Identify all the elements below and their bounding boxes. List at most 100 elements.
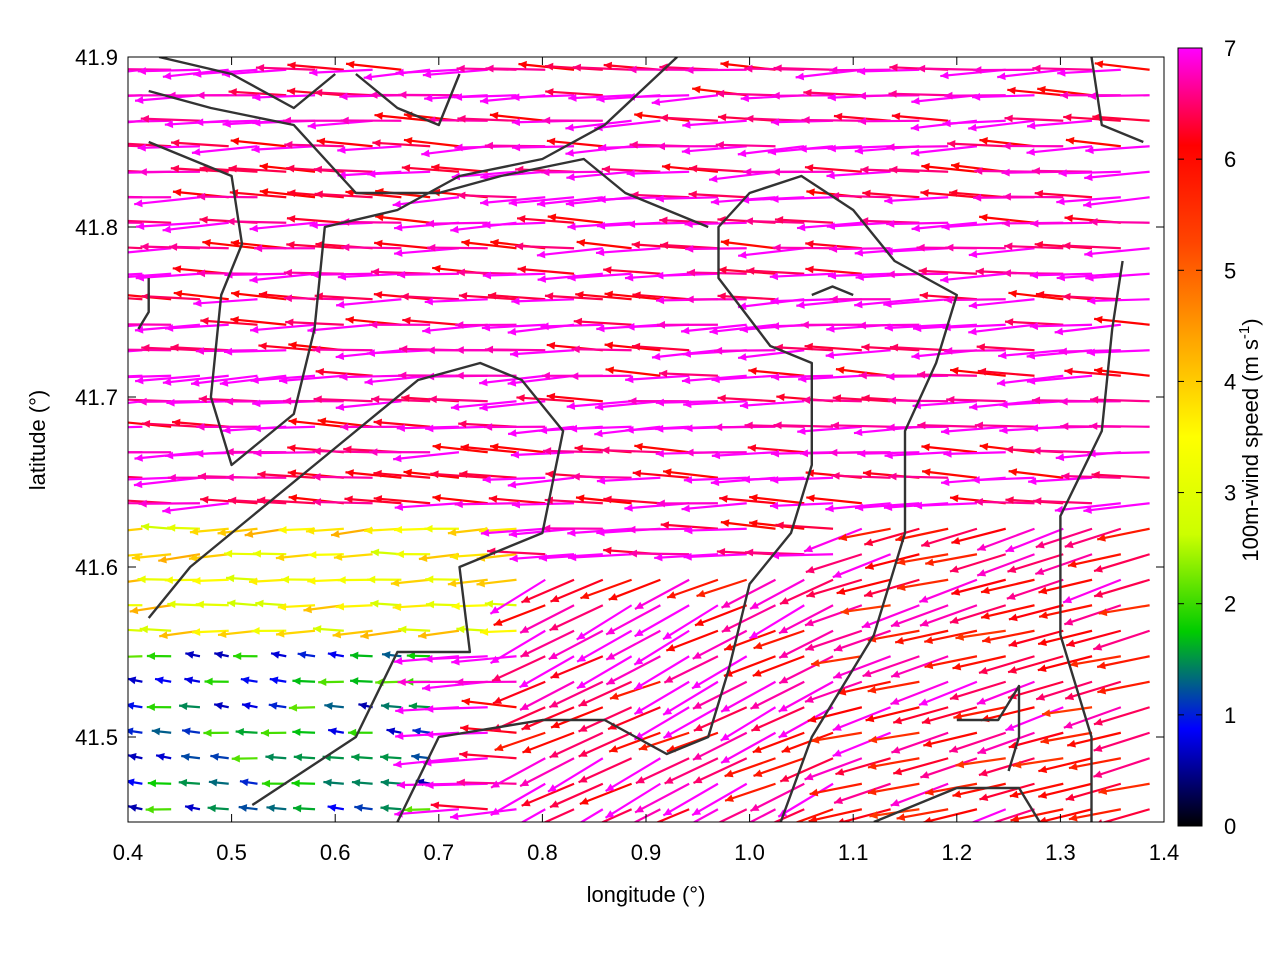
wind-vector bbox=[748, 369, 805, 377]
wind-arrowhead bbox=[829, 448, 838, 457]
wind-vector bbox=[884, 323, 949, 330]
wind-vector bbox=[632, 808, 661, 822]
wind-arrowhead bbox=[217, 528, 227, 537]
wind-vector bbox=[719, 497, 776, 505]
wind-vector bbox=[373, 497, 431, 505]
wind-arrowhead bbox=[195, 118, 204, 127]
wind-vector bbox=[779, 578, 834, 606]
wind-arrowhead bbox=[481, 323, 491, 332]
wind-arrowhead bbox=[136, 222, 145, 231]
wind-vector bbox=[1040, 731, 1093, 744]
wind-vector bbox=[971, 476, 1035, 482]
wind-vector bbox=[770, 196, 834, 201]
wind-arrowhead bbox=[480, 528, 490, 537]
wind-vector bbox=[770, 374, 834, 379]
wind-arrowhead bbox=[770, 449, 780, 458]
wind-vector bbox=[891, 731, 949, 754]
wind-arrowhead bbox=[684, 220, 693, 229]
wind-arrowhead bbox=[1097, 686, 1107, 695]
wind-arrowhead bbox=[372, 139, 381, 148]
wind-vector bbox=[925, 553, 978, 565]
wind-arrowhead bbox=[854, 503, 864, 512]
wind-arrowhead bbox=[576, 680, 586, 689]
wind-arrowhead bbox=[981, 586, 990, 595]
wind-arrowhead bbox=[923, 816, 932, 822]
wind-arrowhead bbox=[1012, 760, 1022, 769]
wind-vector bbox=[576, 655, 633, 690]
x-axis: 0.4 0.5 0.6 0.7 0.8 0.9 1.0 1.1 1.2 1.3 1.4 bbox=[113, 57, 1179, 865]
wind-vector bbox=[286, 243, 344, 250]
wind-vector bbox=[998, 349, 1064, 358]
wind-vector bbox=[490, 782, 546, 817]
wind-vector bbox=[634, 444, 690, 454]
wind-vector bbox=[627, 527, 690, 531]
wind-arrowhead bbox=[424, 94, 433, 103]
wind-arrowhead bbox=[79, 94, 87, 102]
colorbar-tick-label: 1 bbox=[1224, 703, 1236, 728]
wind-arrowhead bbox=[685, 448, 694, 457]
wind-vector bbox=[128, 68, 143, 73]
wind-arrowhead bbox=[744, 64, 753, 73]
wind-vector bbox=[810, 655, 863, 666]
wind-arrowhead bbox=[867, 787, 877, 796]
wind-arrowhead bbox=[541, 168, 550, 177]
wind-arrowhead bbox=[106, 250, 114, 258]
wind-vector bbox=[772, 246, 834, 250]
wind-arrowhead bbox=[826, 222, 836, 231]
wind-arrowhead bbox=[749, 494, 758, 502]
wind-vector bbox=[568, 94, 632, 100]
wind-arrowhead bbox=[252, 93, 261, 102]
wind-vector bbox=[249, 272, 316, 282]
wind-arrowhead bbox=[223, 347, 233, 356]
wind-vector bbox=[921, 706, 978, 724]
wind-arrowhead bbox=[721, 600, 731, 608]
wind-arrowhead bbox=[259, 162, 269, 171]
wind-vector bbox=[488, 497, 546, 505]
wind-arrowhead bbox=[1087, 92, 1097, 100]
wind-arrowhead bbox=[111, 625, 119, 633]
wind-arrowhead bbox=[606, 627, 616, 635]
wind-arrowhead bbox=[853, 428, 863, 437]
wind-vector bbox=[832, 396, 891, 403]
wind-arrowhead bbox=[511, 297, 520, 306]
wind-vector bbox=[660, 523, 719, 530]
wind-arrowhead bbox=[1063, 113, 1072, 122]
wind-arrowhead bbox=[339, 92, 348, 101]
wind-vector bbox=[1096, 527, 1150, 541]
wind-arrowhead bbox=[920, 771, 930, 779]
wind-arrowhead bbox=[514, 242, 524, 251]
wind-arrowhead bbox=[284, 140, 293, 149]
wind-arrowhead bbox=[366, 349, 376, 357]
wind-vector bbox=[1101, 808, 1150, 822]
wind-arrowhead bbox=[244, 530, 254, 538]
wind-arrowhead bbox=[684, 526, 693, 535]
wind-vector bbox=[1054, 502, 1121, 512]
wind-vector bbox=[837, 680, 891, 695]
wind-vector bbox=[803, 527, 863, 553]
wind-arrowhead bbox=[692, 752, 702, 760]
wind-arrowhead bbox=[492, 696, 502, 704]
wind-arrowhead bbox=[718, 266, 727, 274]
wind-arrowhead bbox=[369, 320, 378, 329]
wind-arrowhead bbox=[890, 697, 900, 705]
wind-arrowhead bbox=[233, 652, 242, 661]
colorbar-tick-label: 6 bbox=[1224, 147, 1236, 172]
wind-arrowhead bbox=[910, 148, 920, 157]
wind-arrowhead bbox=[603, 495, 612, 504]
wind-vector bbox=[724, 782, 776, 802]
wind-arrowhead bbox=[151, 727, 161, 736]
wind-vector bbox=[202, 240, 258, 250]
coastline-contour bbox=[811, 285, 854, 297]
wind-arrowhead bbox=[681, 504, 690, 513]
wind-arrowhead bbox=[714, 423, 723, 432]
wind-arrowhead bbox=[567, 528, 576, 537]
wind-arrowhead bbox=[982, 635, 991, 644]
wind-arrowhead bbox=[796, 301, 805, 309]
wind-arrowhead bbox=[196, 269, 206, 278]
wind-vector bbox=[461, 699, 517, 709]
wind-arrowhead bbox=[494, 743, 504, 752]
wind-arrowhead bbox=[146, 652, 156, 661]
wind-arrowhead bbox=[682, 121, 691, 129]
wind-arrowhead bbox=[337, 272, 347, 281]
wind-vector bbox=[550, 655, 604, 679]
